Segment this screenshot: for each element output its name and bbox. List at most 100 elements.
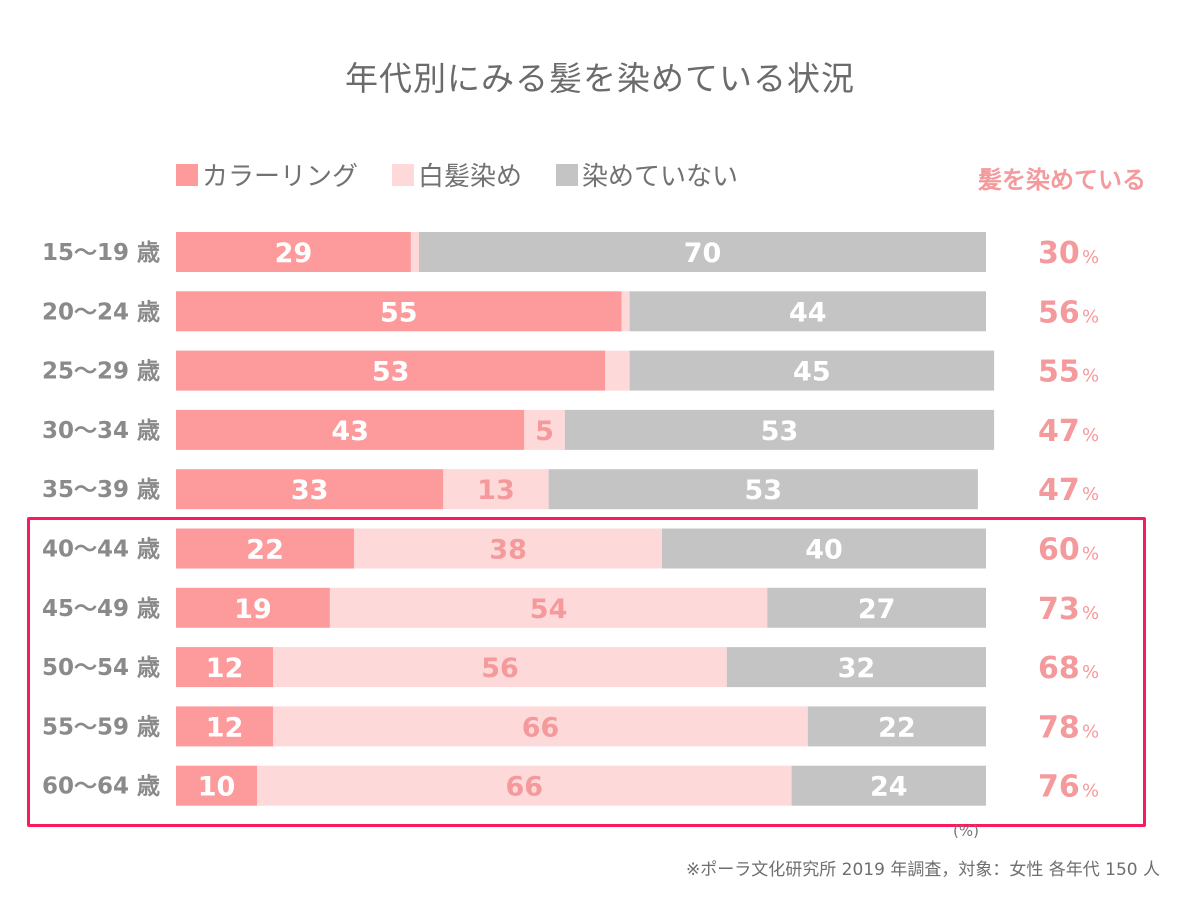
legend-swatch-not-dyed	[556, 163, 579, 186]
category-label: 30〜34 歳	[42, 418, 160, 444]
bar-segment-not-dyed	[419, 232, 986, 272]
data-label-not-dyed: 70	[684, 238, 722, 269]
bar-segment-not-dyed	[629, 291, 986, 332]
data-label-coloring: 12	[206, 712, 244, 743]
bar-segment-gray-hair-dye	[257, 765, 792, 806]
total-percent-sign: %	[1082, 425, 1099, 446]
total-percent-sign: %	[1082, 603, 1099, 624]
total-percent-sign: %	[1082, 781, 1099, 802]
total-percent-sign: %	[1082, 306, 1099, 327]
bar-segment-coloring	[176, 587, 330, 628]
bar-segment-not-dyed	[548, 469, 978, 510]
highlight-box-40s-60s	[27, 517, 1146, 827]
category-label: 55〜59 歳	[42, 714, 160, 740]
total-value: 30	[1038, 236, 1080, 271]
data-label-not-dyed: 40	[805, 535, 843, 566]
data-label-coloring: 55	[380, 297, 418, 328]
data-label-coloring: 12	[206, 653, 244, 684]
data-label-gray-hair-dye: 66	[522, 712, 560, 743]
data-label-not-dyed: 24	[870, 772, 908, 803]
footnote: ※ポーラ文化研究所 2019 年調査，対象：女性 各年代 150 人	[686, 860, 1160, 880]
total-value: 60	[1038, 533, 1080, 568]
bar-segment-not-dyed	[791, 765, 986, 806]
bar-segment-gray-hair-dye	[621, 291, 630, 332]
category-label: 35〜39 歳	[42, 477, 160, 503]
total-value: 47	[1038, 414, 1080, 449]
category-label: 20〜24 歳	[42, 299, 160, 325]
category-label: 60〜64 歳	[42, 774, 160, 800]
bar-segment-gray-hair-dye	[273, 706, 808, 747]
data-label-gray-hair-dye: 5	[535, 416, 554, 447]
data-label-coloring: 22	[246, 535, 284, 566]
total-percent-sign: %	[1082, 247, 1099, 268]
bar-segment-not-dyed	[629, 350, 995, 391]
legend-item-coloring: カラーリング	[176, 156, 358, 193]
category-label: 45〜49 歳	[42, 596, 160, 622]
total-value: 76	[1038, 770, 1080, 805]
bar-segment-coloring	[176, 350, 606, 391]
total-value: 47	[1038, 473, 1080, 508]
bar-segment-coloring	[176, 232, 411, 272]
total-value: 56	[1038, 295, 1080, 330]
total-value: 78	[1038, 710, 1080, 745]
bar-segment-coloring	[176, 765, 257, 806]
total-percent-sign: %	[1082, 662, 1099, 683]
bar-segment-gray-hair-dye	[273, 647, 727, 688]
data-label-not-dyed: 27	[858, 594, 896, 625]
total-value: 55	[1038, 355, 1080, 390]
bar-segment-gray-hair-dye	[354, 528, 662, 569]
category-label: 50〜54 歳	[42, 655, 160, 681]
chart-title: 年代別にみる髪を染めている状況	[345, 59, 855, 98]
bar-segment-coloring	[176, 409, 525, 450]
legend-item-gray-hair-dye: 白髪染め	[392, 156, 522, 193]
data-label-coloring: 10	[198, 772, 236, 803]
total-value: 73	[1038, 592, 1080, 627]
data-label-coloring: 29	[275, 238, 313, 269]
bar-segment-not-dyed	[564, 409, 995, 450]
bar-segment-not-dyed	[767, 587, 986, 628]
bar-segment-coloring	[176, 706, 274, 747]
legend: カラーリング 白髪染め 染めていない	[176, 156, 772, 193]
data-label-gray-hair-dye: 38	[489, 535, 527, 566]
data-label-not-dyed: 22	[878, 712, 916, 743]
bar-segment-gray-hair-dye	[524, 409, 565, 450]
bar-segment-coloring	[176, 528, 355, 569]
bar-segment-not-dyed	[726, 647, 986, 688]
legend-label-coloring: カラーリング	[202, 162, 359, 192]
data-label-gray-hair-dye: 13	[477, 475, 515, 506]
bar-segment-gray-hair-dye	[443, 469, 549, 510]
data-label-gray-hair-dye: 54	[530, 594, 568, 625]
totals-header: 髪を染めている	[978, 166, 1146, 194]
bar-segment-coloring	[176, 469, 444, 510]
bar-segment-not-dyed	[807, 706, 986, 747]
bar-segment-not-dyed	[662, 528, 986, 569]
data-label-gray-hair-dye: 56	[481, 653, 519, 684]
bar-segment-gray-hair-dye	[410, 232, 419, 272]
legend-label-gray-hair-dye: 白髪染め	[418, 162, 523, 192]
data-label-coloring: 43	[331, 416, 369, 447]
data-label-coloring: 53	[372, 357, 410, 388]
total-percent-sign: %	[1082, 484, 1099, 505]
bar-segment-coloring	[176, 647, 274, 688]
data-label-not-dyed: 32	[838, 653, 876, 684]
data-label-gray-hair-dye: 66	[506, 772, 544, 803]
total-percent-sign: %	[1082, 721, 1099, 742]
unit-label: (%)	[953, 822, 979, 840]
data-label-coloring: 19	[234, 594, 272, 625]
bar-segment-gray-hair-dye	[329, 587, 768, 628]
data-label-not-dyed: 44	[789, 297, 827, 328]
legend-swatch-gray-hair-dye	[392, 163, 415, 186]
category-label: 40〜44 歳	[42, 537, 160, 563]
bar-segment-coloring	[176, 291, 622, 332]
legend-label-not-dyed: 染めていない	[582, 162, 739, 192]
data-label-not-dyed: 53	[761, 416, 799, 447]
total-value: 68	[1038, 651, 1080, 686]
data-label-not-dyed: 45	[793, 357, 831, 388]
total-percent-sign: %	[1082, 366, 1099, 387]
category-label: 15〜19 歳	[42, 240, 160, 266]
category-label: 25〜29 歳	[42, 359, 160, 385]
data-label-coloring: 33	[291, 475, 329, 506]
total-percent-sign: %	[1082, 544, 1099, 565]
data-label-not-dyed: 53	[744, 475, 782, 506]
